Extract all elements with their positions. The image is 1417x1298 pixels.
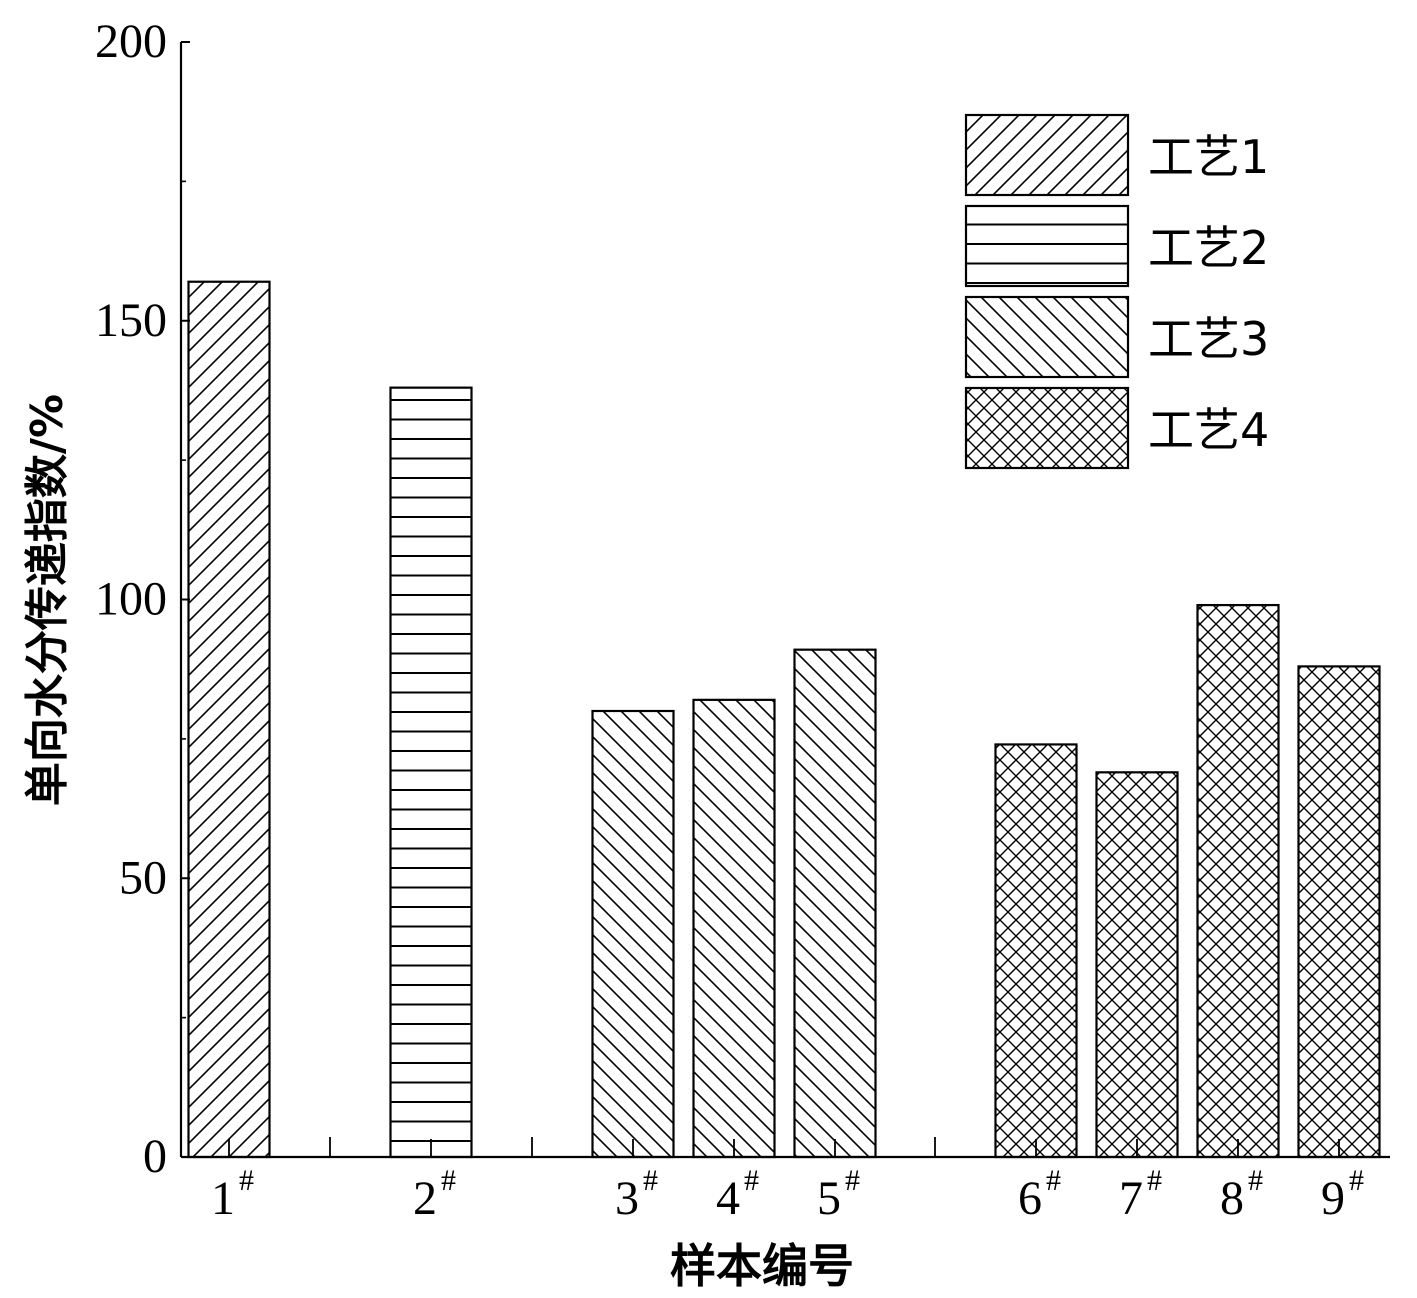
bar-sample-9: [1297, 665, 1381, 1159]
x-tick-label: 7: [1119, 1172, 1143, 1225]
legend-swatch: [964, 295, 1130, 379]
legend: 工艺1 工艺2 工艺3 工艺4: [964, 113, 1269, 470]
x-tick-label-superscript: #: [845, 1164, 860, 1197]
legend-label: 工艺3: [1148, 312, 1269, 366]
x-tick-label: 8: [1220, 1172, 1244, 1225]
y-tick-label: 100: [95, 573, 167, 626]
y-tick-label: 0: [143, 1130, 167, 1183]
y-tick-label: 150: [95, 294, 167, 347]
x-tick-label: 6: [1018, 1172, 1042, 1225]
x-tick-label: 1: [211, 1172, 235, 1225]
y-tick-label: 50: [119, 851, 167, 904]
x-tick-label-superscript: #: [441, 1164, 456, 1197]
bar-sample-6: [994, 743, 1078, 1159]
bar-sample-4: [692, 698, 776, 1159]
x-tick-label-superscript: #: [643, 1164, 658, 1197]
x-tick-label-superscript: #: [239, 1164, 254, 1197]
x-tick-label-superscript: #: [1248, 1164, 1263, 1197]
bar-sample-3: [591, 709, 675, 1159]
bar-sample-1: [187, 280, 271, 1159]
y-axis-label: 单向水分传递指数/%: [22, 394, 73, 806]
x-tick-label: 9: [1321, 1172, 1345, 1225]
bar-sample-5: [793, 648, 877, 1159]
y-axis: 0 50 100 150 200: [95, 15, 190, 1183]
x-axis: 1 #2 #3 #4 #5 #6 #7 #8 #9 #: [181, 1137, 1390, 1225]
x-tick-label-superscript: #: [744, 1164, 759, 1197]
legend-label: 工艺2: [1148, 221, 1269, 275]
bar-sample-8: [1196, 603, 1280, 1159]
x-tick-label-superscript: #: [1349, 1164, 1364, 1197]
x-tick-label-superscript: #: [1147, 1164, 1162, 1197]
legend-label: 工艺4: [1148, 403, 1269, 457]
bar-sample-7: [1095, 771, 1179, 1159]
legend-swatch: [964, 204, 1130, 288]
x-tick-label: 4: [716, 1172, 740, 1225]
x-tick-label-superscript: #: [1046, 1164, 1061, 1197]
legend-label: 工艺1: [1148, 130, 1269, 184]
x-tick-label: 5: [817, 1172, 841, 1225]
bar-sample-2: [389, 386, 473, 1159]
y-tick-label: 200: [95, 15, 167, 68]
bars-layer: [187, 280, 1381, 1159]
legend-swatch: [964, 386, 1130, 470]
legend-swatch: [964, 113, 1130, 197]
x-tick-label: 2: [413, 1172, 437, 1225]
x-tick-label: 3: [615, 1172, 639, 1225]
x-axis-label: 样本编号: [670, 1239, 854, 1293]
